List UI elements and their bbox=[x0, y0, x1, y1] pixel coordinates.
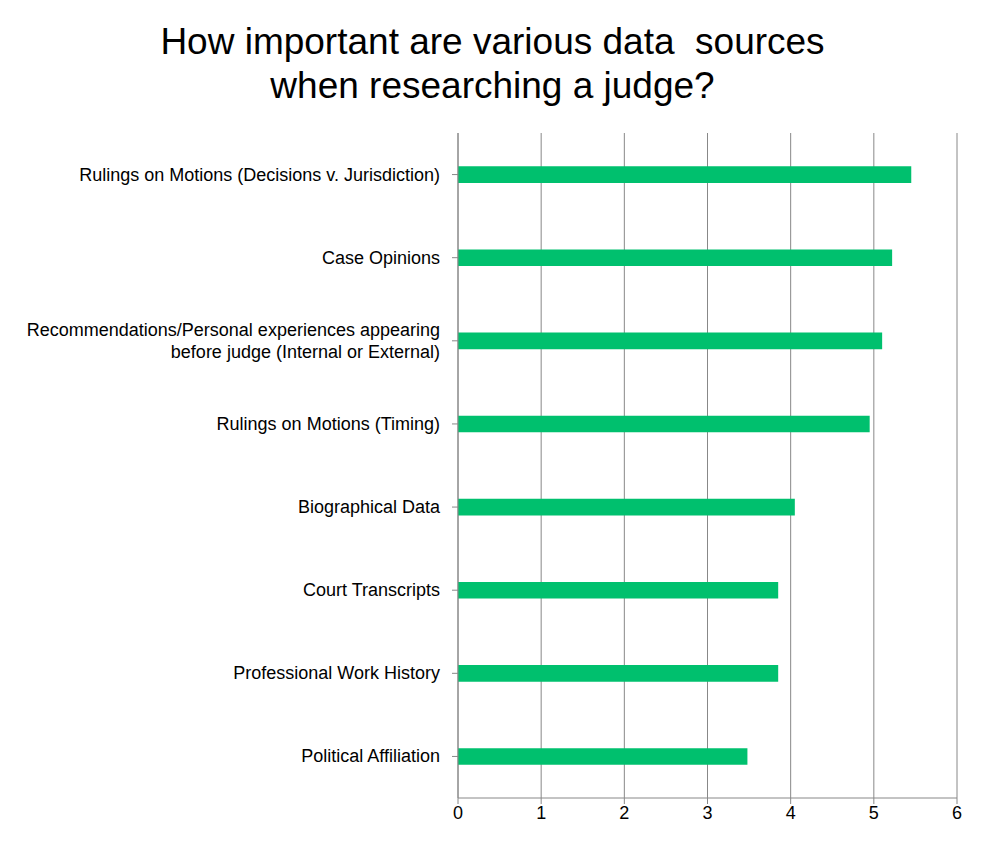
html-text:How important are various data: How important are various data sources w… bbox=[160, 21, 835, 106]
svg-text:4: 4 bbox=[786, 803, 796, 823]
svg-text:Professional Work History: Professional Work History bbox=[233, 663, 440, 683]
svg-text:Biographical Data: Biographical Data bbox=[298, 497, 441, 517]
svg-text:2: 2 bbox=[619, 803, 629, 823]
svg-text:Political Affiliation: Political Affiliation bbox=[301, 746, 440, 766]
svg-text:5: 5 bbox=[869, 803, 879, 823]
svg-text:6: 6 bbox=[952, 803, 962, 823]
svg-text:0: 0 bbox=[453, 803, 463, 823]
svg-text:Case Opinions: Case Opinions bbox=[322, 248, 440, 268]
svg-text:Recommendations/Personal exper: Recommendations/Personal experiences app… bbox=[27, 320, 440, 362]
svg-text:Rulings on Motions (Timing): Rulings on Motions (Timing) bbox=[217, 414, 440, 434]
svg-text:3: 3 bbox=[702, 803, 712, 823]
svg-text:Rulings on Motions (Decisions: Rulings on Motions (Decisions v. Jurisdi… bbox=[79, 165, 440, 185]
svg-text:Court Transcripts: Court Transcripts bbox=[303, 580, 440, 600]
svg-text:1: 1 bbox=[536, 803, 546, 823]
